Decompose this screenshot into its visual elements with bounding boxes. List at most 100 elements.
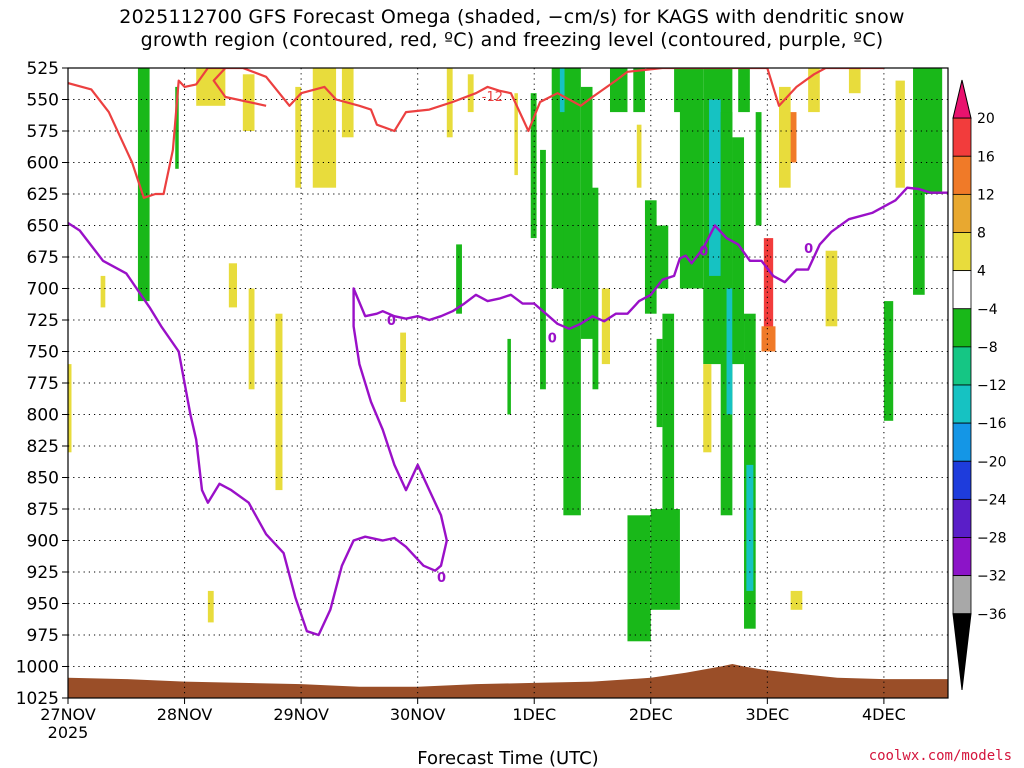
colorbar-swatch [952,117,972,157]
x-tick-label: 30NOV [390,705,446,724]
omega-patch-6 [207,590,214,623]
y-tick-label: 550 [27,91,59,111]
contours: -12 0 0 0 0 0 [68,68,948,637]
omega-patch-48 [763,238,774,333]
colorbar-label: −28 [977,531,1007,547]
x-tick-label: 2DEC [629,705,673,724]
omega-patch-36 [650,509,680,610]
freezing-contour-label: 0 [387,314,396,329]
terrain-area [68,664,948,698]
omega-patch-13 [400,332,407,402]
title-line-1: 2025112700 GFS Forecast Omega (shaded, −… [119,6,905,28]
colorbar-swatch [952,498,972,538]
y-tick-label: 900 [27,532,59,552]
y-tick-label: 700 [27,280,59,300]
omega-patch-2 [137,68,150,302]
colorbar-label: −4 [977,302,998,318]
colorbar-label: −32 [977,569,1007,585]
y-tick-label: 975 [27,626,59,646]
colorbar-label: −16 [977,416,1007,432]
omega-patch-3 [175,86,179,169]
colorbar-label: −8 [977,340,998,356]
omega-patch-22 [563,68,581,516]
y-tick-label: 575 [27,122,59,142]
colorbar-swatch [952,460,972,500]
colorbar-swatch [952,384,972,424]
x-tick-label: 29NOV [273,705,329,724]
omega-patch-51 [778,86,791,188]
omega-patch-10 [295,86,302,188]
site-credit: coolwx.com/models [868,748,1012,764]
omega-patch-56 [883,301,894,421]
freezing-level-line [68,186,948,637]
terrain-fill [68,664,948,698]
omega-patch-43 [732,137,745,365]
y-tick-label: 800 [27,406,59,426]
colorbar-label: 4 [977,264,986,280]
omega-patch-42 [703,364,712,453]
colorbar-swatch [952,270,972,310]
dgz-contour-line [68,68,884,199]
freezing-contour-label: 0 [437,571,446,586]
omega-patch-20 [540,149,546,390]
gridlines [68,68,948,698]
colorbar-swatch [952,575,972,615]
omega-patch-7 [228,263,238,308]
omega-patch-39 [709,99,721,276]
colorbar-label: −24 [977,492,1007,508]
freezing-contour-label: 0 [804,242,813,257]
y-axis: 525 550 575 600 625 650 675 700 725 750 775 800 825 8… [16,59,68,709]
omega-patch-53 [790,590,803,610]
colorbar-label: 12 [977,187,995,203]
omega-patch-28 [633,68,645,113]
omega-patch-18 [514,93,518,176]
x-tick-label: 3DEC [745,705,789,724]
omega-patch-54 [825,250,838,327]
y-tick-label: 625 [27,185,59,205]
x-tick-year: 2025 [48,723,89,742]
omega-patch-25 [559,68,565,113]
y-tick-label: 825 [27,437,59,457]
x-axis-label: Forecast Time (UTC) [417,748,598,768]
colorbar-swatch [952,537,972,577]
chart-title: 2025112700 GFS Forecast Omega (shaded, −… [0,6,1024,52]
omega-patch-32 [650,225,669,289]
y-tick-label: 750 [27,343,59,363]
colorbar-swatch [952,308,972,348]
omega-patch-9 [275,313,283,491]
y-tick-label: 675 [27,248,59,268]
colorbar-label: −12 [977,378,1007,394]
y-tick-label: 725 [27,311,59,331]
colorbar-label: 20 [977,111,995,127]
y-tick-label: 1000 [16,658,59,678]
omega-patch-52 [808,68,820,113]
colorbar-label: −36 [977,607,1007,623]
y-tick-label: 525 [27,59,59,79]
dgz-contour-label: -12 [482,90,503,105]
y-tick-label: 925 [27,563,59,583]
colorbar-swatch [952,232,972,272]
omega-patch-26 [601,288,610,365]
y-tick-label: 950 [27,595,59,615]
omega-patch-46 [746,464,754,591]
omega-patch-57 [895,80,905,188]
colorbar-top-arrow [952,79,972,119]
freezing-contour-label: 0 [548,332,557,347]
omega-patch-27 [609,68,628,113]
freezing-contour-label: 0 [699,245,708,260]
omega-patch-8 [248,288,255,390]
omega-patch-1 [100,275,106,308]
omega-patch-59 [913,194,925,295]
x-tick-label: 1DEC [512,705,556,724]
x-tick-label: 27NOV [40,705,96,724]
omega-patch-23 [580,86,593,339]
omega-patch-29 [636,124,642,188]
omega-patch-11 [312,68,337,188]
y-tick-label: 775 [27,374,59,394]
x-tick-label: 28NOV [157,705,213,724]
omega-patch-17 [507,338,511,415]
omega-patch-24 [592,187,599,390]
colorbar: 20 16 12 8 4 −4 −8 −12 −16 −20 −24 −28 −32 −36 [952,79,1007,691]
omega-patch-19 [530,93,537,239]
dgz-contour-line-secondary [212,68,267,107]
